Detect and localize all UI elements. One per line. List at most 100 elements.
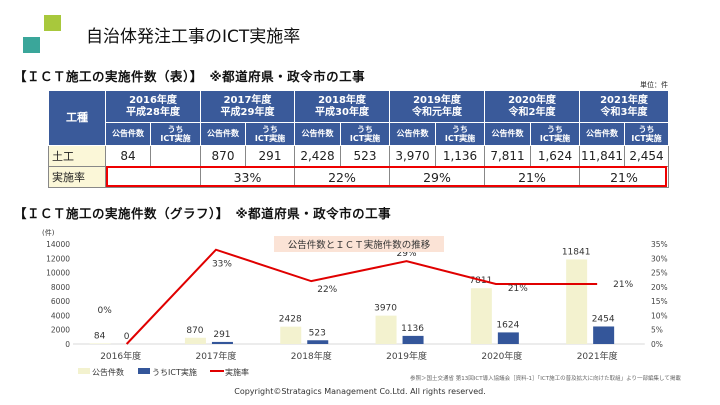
era-label: 平成29年度 [220,106,275,118]
y-tick-label: 8000 [51,283,70,292]
bar-label-ict: 1136 [401,324,424,334]
logo-square-green [44,15,61,31]
bar-notices [280,326,302,344]
y-tick-label: 12000 [46,254,70,263]
rate-cell: 29% [389,166,485,188]
rate-label: 0% [98,306,113,316]
y-tick-label: 0 [65,340,70,349]
year-label: 2016年度 [129,95,177,106]
y2-tick-label: 30% [651,254,668,263]
y2-tick-label: 35% [651,240,668,249]
rate-cell: 33% [200,166,295,188]
bar-label-ict: 523 [309,328,326,338]
table-cell: 11,841 [579,145,625,167]
table-cell: 2,428 [294,145,341,167]
bar-label-notices: 84 [94,331,106,341]
logo-square-teal [23,37,40,53]
x-tick-label: 2020年度 [481,350,522,362]
y-axis-unit: (件) [42,228,55,237]
legend-label-rate: 実施率 [225,367,249,377]
era-label: 平成30年度 [315,106,369,118]
legend-label-notices: 公告件数 [92,367,124,377]
era-label: 令和3年度 [600,106,648,118]
bar-notices [184,337,206,344]
rate-label: 21% [613,280,633,290]
y-tick-label: 6000 [51,297,70,306]
table-cell: 1,136 [435,145,485,167]
y2-tick-label: 20% [651,283,668,292]
y2-tick-label: 5% [651,326,663,335]
rate-line [125,248,598,345]
bar-notices [470,288,492,344]
table-row: 実施率 33% 22% 29% 21% 21% [48,166,669,188]
x-tick-label: 2021年度 [577,350,618,362]
source-note: 参照＞国土交通省 第13回ICT導入協議会［資料-1］「ICT施工の普及拡大に向… [410,376,681,382]
year-header: 2020年度 令和2年度 [484,90,580,123]
year-header: 2021年度 令和3年度 [579,90,669,123]
x-tick-label: 2016年度 [100,350,141,362]
y-tick-label: 2000 [51,326,70,335]
y2-tick-label: 15% [651,297,668,306]
year-header: 2019年度 令和元年度 [389,90,485,123]
rate-label: 29% [397,249,417,259]
year-label: 2017年度 [223,95,272,106]
year-label: 2021年度 [600,95,648,106]
y-tick-label: 4000 [51,311,70,320]
rate-label: 33% [212,260,232,270]
bar-label-notices: 7811 [469,276,492,286]
table-row: 土工 84 870 291 2,428 523 3,970 1,136 7,811 1,624 11… [48,145,669,167]
sub-header-notices: 公告件数 [200,122,246,146]
table-cell: 84 [105,145,151,167]
x-tick-label: 2018年度 [291,350,332,362]
table-cell: 2,454 [624,145,669,167]
table-cell: 7,811 [484,145,531,167]
era-label: 令和元年度 [412,106,462,118]
year-label: 2019年度 [413,95,461,106]
bar-label-ict: 291 [213,330,230,340]
x-tick-label: 2017年度 [195,350,236,362]
bar-notices [566,259,588,344]
y-tick-label: 14000 [46,240,70,249]
sub-header-ict: うち ICT実施 [530,122,580,146]
legend-swatch-notices [78,368,90,374]
page-title: 自治体発注工事のICT実施率 [86,27,301,47]
y2-tick-label: 0% [651,340,663,349]
sub-header-notices: 公告件数 [389,122,436,146]
era-label: 令和2年度 [508,106,556,118]
table-heading: 【ＩＣＴ施工の実施件数（表）】 ※都道府県・政令市の工事 [14,69,366,84]
rate-cell: 21% [484,166,580,188]
bar-label-notices: 870 [186,326,203,336]
bar-label-notices: 11841 [562,247,591,257]
bar-notices [375,315,397,344]
bar-ict [211,341,233,344]
era-label: 平成28年度 [126,106,180,118]
chart-title: 公告件数とＩＣＴ実施件数の推移 [288,239,431,251]
row-label: 実施率 [48,166,106,188]
ict-table: 工種 2016年度 平成28年度 2017年度 平成29年度 2018年度 平成30年度 20… [48,90,669,188]
y2-tick-label: 25% [651,269,668,278]
bar-label-ict: 2454 [592,314,615,324]
y2-tick-label: 10% [651,311,668,320]
col-header-kind: 工種 [48,90,106,146]
legend-swatch-ict [138,368,150,374]
row-label: 土工 [48,145,106,167]
bar-label-notices: 3970 [374,304,397,314]
rate-label: 21% [508,284,528,294]
y-tick-label: 10000 [46,269,70,278]
bar-label-notices: 2428 [279,315,302,325]
year-header: 2018年度 平成30年度 [294,90,390,123]
sub-header-notices: 公告件数 [105,122,151,146]
bar-ict [497,332,519,344]
bar-notices [89,343,111,344]
bar-label-ict: 1624 [496,320,519,330]
year-header: 2017年度 平成29年度 [200,90,295,123]
sub-header-ict: うち ICT実施 [245,122,295,146]
rate-label: 22% [317,285,337,295]
year-label: 2020年度 [508,95,556,106]
sub-header-ict: うち ICT実施 [340,122,390,146]
bar-label-ict: 0 [124,332,130,342]
bar-ict [593,326,615,344]
bar-ict [402,335,424,344]
table-cell: 523 [340,145,390,167]
